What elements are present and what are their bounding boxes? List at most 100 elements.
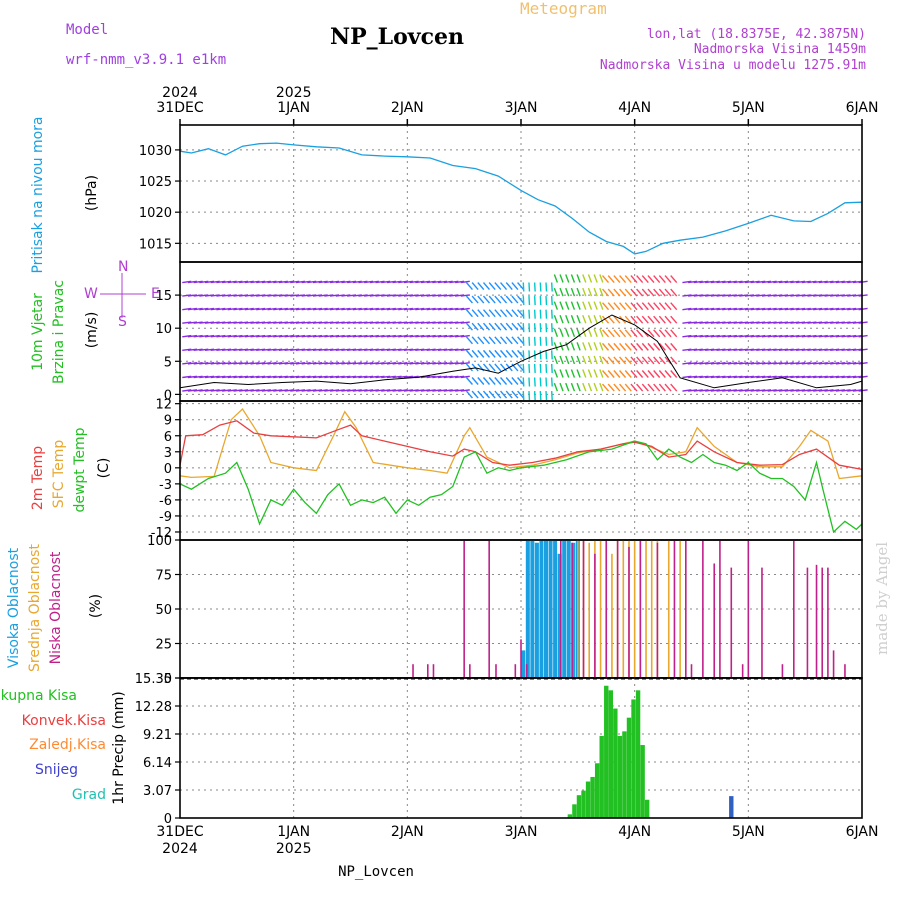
wind-arrow: [624, 356, 632, 365]
high-cloud-bar: [521, 650, 526, 678]
wind-arrow: [307, 334, 317, 338]
wind-arrow: [267, 362, 277, 365]
wind-arrow: [239, 375, 249, 379]
wind-arrow: [398, 362, 408, 365]
wind-arrow: [687, 321, 698, 324]
low-cloud-bar: [469, 664, 471, 678]
top-year-label: 2025: [276, 85, 312, 101]
wind-arrow: [307, 280, 317, 284]
precip-legend-label: Zaledj.Kisa: [29, 737, 106, 753]
precip-legend-label: Grad: [72, 787, 106, 803]
wind-arrow: [432, 321, 442, 324]
wind-arrow: [767, 389, 777, 392]
wind-arrow: [307, 321, 317, 324]
wind-arrow: [664, 288, 672, 297]
wind-arrow: [335, 307, 345, 311]
wind-arrow: [341, 348, 351, 352]
wind-arrow: [795, 334, 806, 338]
wind-arrow: [533, 296, 536, 306]
wind-arrow: [471, 282, 479, 290]
wind-arrow: [641, 383, 649, 392]
mid-cloud-bar: [611, 553, 613, 678]
wind-arrow: [733, 280, 743, 284]
wind-arrow: [488, 349, 496, 358]
wind-arrow: [601, 288, 610, 297]
wind-arrow: [465, 363, 473, 372]
wind-arrow: [443, 375, 453, 379]
low-cloud-bar: [821, 567, 824, 678]
wind-arrow: [364, 348, 374, 352]
wind-arrow: [687, 389, 698, 392]
wind-arrow: [454, 389, 465, 392]
wind-arrow: [392, 334, 402, 338]
wind-arrow: [511, 309, 519, 318]
wind-arrow: [227, 280, 237, 284]
wind-arrow: [750, 348, 760, 352]
wind-arrow: [830, 348, 840, 352]
wind-arrow: [565, 328, 570, 338]
y-tick-label: 0: [164, 812, 172, 827]
wind-arrow: [636, 302, 644, 311]
wind-arrow: [835, 348, 845, 352]
wind-arrow: [482, 349, 491, 358]
wind-arrow: [847, 280, 857, 284]
wind-arrow: [682, 307, 692, 311]
wind-arrow: [494, 363, 502, 372]
wind-arrow: [239, 362, 249, 365]
wind-arrow: [624, 329, 632, 338]
y-tick-label: 15.35: [135, 672, 172, 687]
wind-arrow: [233, 294, 243, 297]
wind-arrow: [364, 389, 374, 392]
wind-arrow: [250, 307, 260, 311]
wind-arrow: [807, 334, 817, 338]
wind-arrow: [488, 309, 496, 318]
wind-arrow: [437, 375, 448, 379]
wind-arrow: [801, 307, 811, 311]
wind-arrow: [824, 321, 834, 324]
wind-arrow: [570, 382, 576, 392]
wind-arrow: [539, 323, 542, 333]
wind-arrow: [182, 375, 192, 379]
wind-arrow: [528, 363, 531, 373]
wind-arrow: [500, 390, 508, 399]
high-cloud-bar: [525, 540, 530, 678]
wind-arrow: [818, 321, 828, 324]
wind-arrow: [193, 375, 203, 379]
wind-arrow: [324, 294, 334, 297]
wind-arrow: [761, 334, 772, 338]
wind-arrow: [267, 294, 277, 297]
wind-arrow: [545, 391, 548, 401]
wind-arrow: [750, 280, 760, 284]
wind-arrow: [664, 302, 672, 311]
wind-arrow: [500, 336, 508, 345]
wind-arrow: [767, 375, 777, 379]
wind-arrow: [244, 348, 254, 352]
wind-arrow: [824, 280, 834, 284]
wind-arrow: [539, 296, 542, 306]
wind-arrow: [818, 294, 828, 297]
wind-arrow: [500, 309, 508, 318]
wind-arrow: [346, 334, 357, 338]
wind-arrow: [256, 321, 266, 324]
wind-arrow: [449, 389, 459, 392]
wind-arrow: [582, 342, 587, 351]
wind-arrow: [601, 370, 610, 378]
wind-arrow: [244, 334, 254, 338]
wind-arrow: [601, 315, 610, 324]
wind-arrow: [267, 321, 277, 324]
wind-arrow: [301, 389, 311, 392]
wind-arrow: [824, 307, 834, 311]
wind-arrow: [847, 307, 857, 311]
wind-arrow: [409, 334, 419, 338]
wind-arrow: [375, 348, 385, 352]
wind-arrow: [295, 348, 306, 352]
compass-e-label: E: [151, 286, 160, 302]
wind-arrow: [398, 375, 408, 379]
wind-arrow: [619, 288, 627, 297]
low-cloud-bar: [685, 540, 687, 678]
wind-arrow: [522, 309, 525, 319]
wind-arrow: [522, 296, 525, 306]
wind-arrow: [613, 356, 621, 365]
wind-arrow: [818, 280, 828, 284]
wind-arrow: [471, 390, 479, 399]
